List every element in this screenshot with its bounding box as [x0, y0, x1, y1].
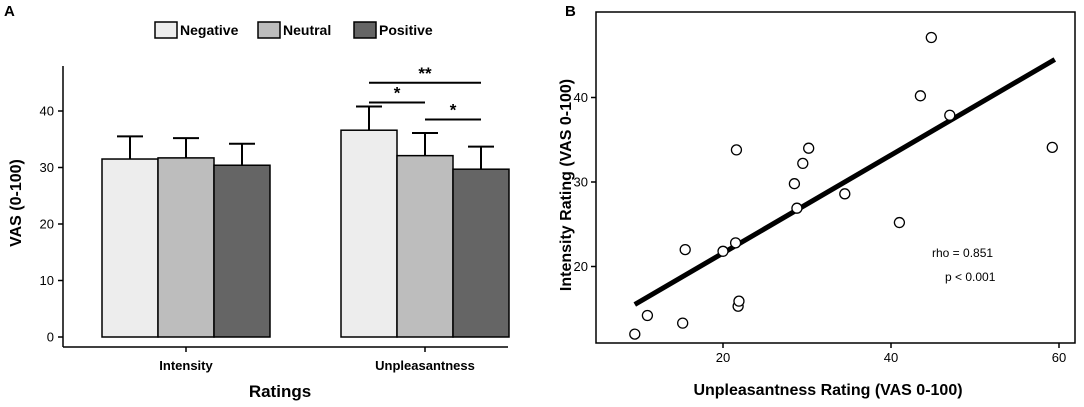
- bars: [101, 105, 510, 338]
- data-point: [641, 309, 654, 322]
- data-point: [925, 31, 937, 44]
- data-point: [717, 245, 729, 257]
- data-point: [629, 328, 641, 340]
- x-tick-label: 60: [1052, 350, 1066, 365]
- data-point: [803, 142, 815, 154]
- data-point: [788, 178, 801, 190]
- legend-swatch: [257, 21, 281, 39]
- panel-a: A Negative Neutral Positive VAS (0-100) Ra…: [4, 3, 510, 401]
- x-axis-label: Unpleasantness Rating (VAS 0-100): [693, 382, 962, 399]
- data-point: [893, 216, 906, 229]
- bar: [157, 157, 215, 338]
- data-point: [729, 237, 742, 249]
- category-label: Intensity: [159, 358, 213, 373]
- bar: [340, 129, 398, 338]
- significance-label: **: [418, 64, 432, 83]
- regression-line: [633, 57, 1057, 307]
- panel-a-letter: A: [4, 3, 15, 20]
- x-axis-label: Ratings: [249, 382, 311, 401]
- x-tick-label: 20: [716, 350, 730, 365]
- legend: Negative Neutral Positive: [154, 21, 433, 39]
- y-tick-label: 10: [40, 273, 54, 288]
- y-axis-label: VAS (0-100): [8, 159, 25, 247]
- y-tick-label: 40: [574, 90, 588, 105]
- data-point: [677, 317, 689, 329]
- y-tick-label: 20: [574, 259, 588, 274]
- significance-brackets: ****: [369, 64, 481, 121]
- data-point: [914, 90, 927, 102]
- significance-label: *: [394, 84, 401, 103]
- bar: [452, 168, 510, 338]
- p-annotation: p < 0.001: [945, 270, 996, 284]
- legend-label: Neutral: [283, 22, 331, 38]
- rho-annotation: rho = 0.851: [932, 246, 993, 260]
- data-point: [791, 202, 803, 214]
- bar: [213, 164, 271, 338]
- data-point: [839, 188, 851, 200]
- data-point: [730, 144, 743, 156]
- y-tick-label: 40: [40, 104, 54, 119]
- legend-swatch: [353, 21, 377, 39]
- legend-swatch: [154, 21, 178, 39]
- panel-b-letter: B: [565, 3, 576, 20]
- data-point: [733, 295, 745, 307]
- data-point: [1046, 141, 1058, 154]
- bar: [101, 158, 159, 338]
- y-tick-label: 30: [40, 160, 54, 175]
- axis-ticks: 20 40 60 20 30 40: [574, 90, 1067, 365]
- y-axis-label: Intensity Rating (VAS 0-100): [558, 79, 575, 291]
- plot-frame: [595, 11, 1076, 344]
- data-point: [797, 157, 809, 170]
- significance-label: *: [450, 100, 457, 119]
- panel-b: B 20 40 60 20 30 40 rho = 0.851 p < 0.001 Unp…: [558, 3, 1076, 399]
- legend-label: Positive: [379, 22, 433, 38]
- category-label: Unpleasantness: [375, 358, 475, 373]
- y-tick-label: 30: [574, 175, 588, 190]
- category-labels: Intensity Unpleasantness: [159, 347, 475, 373]
- bar: [396, 154, 454, 338]
- data-point: [944, 109, 956, 121]
- legend-label: Negative: [180, 22, 239, 38]
- y-tick-label: 0: [47, 330, 54, 345]
- y-ticks: 0 10 20 30 40: [40, 104, 63, 345]
- scatter-points: [629, 31, 1058, 340]
- data-point: [679, 243, 691, 256]
- y-tick-label: 20: [40, 217, 54, 232]
- x-tick-label: 40: [884, 350, 898, 365]
